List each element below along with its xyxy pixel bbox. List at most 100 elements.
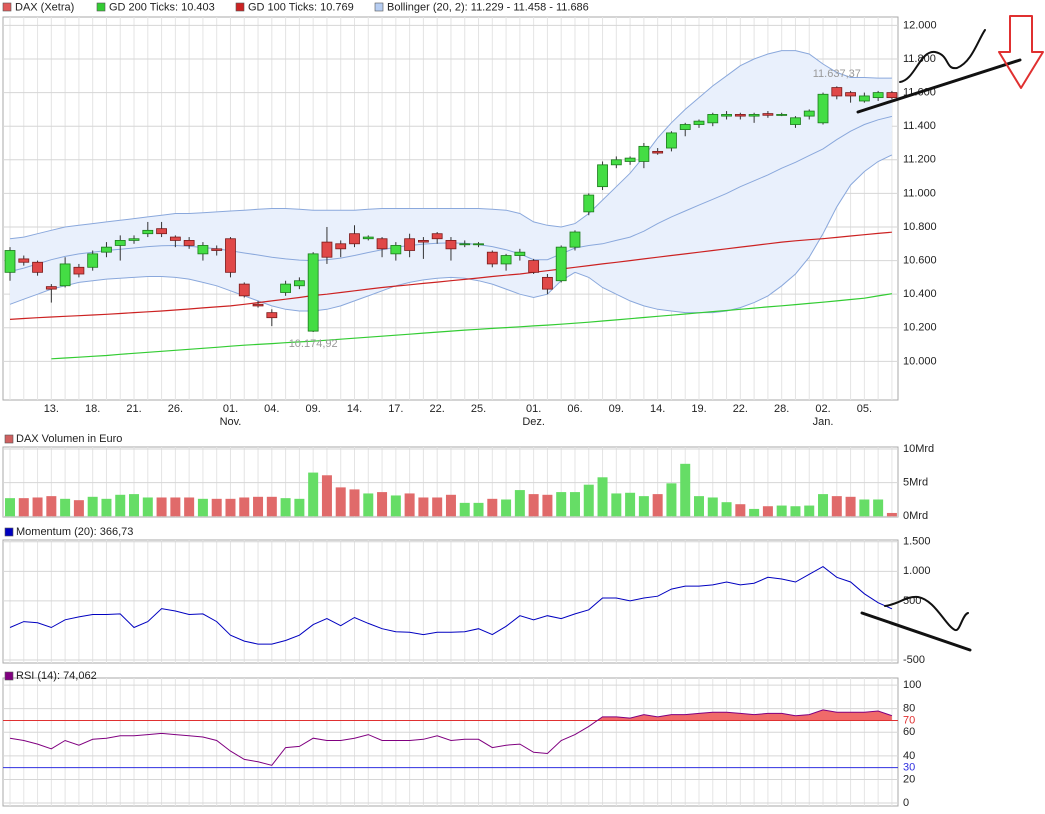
hand-drawings <box>856 15 1044 652</box>
volume-bar <box>390 495 401 517</box>
candle-body <box>390 245 402 255</box>
volume-bar <box>60 498 71 517</box>
panel-title: DAX Volumen in Euro <box>16 433 122 445</box>
candle-body <box>666 132 677 149</box>
volume-bar <box>473 502 484 517</box>
volume-bar <box>184 497 195 517</box>
x-tick-label: 14. <box>347 403 362 415</box>
volume-bar <box>225 498 236 517</box>
low-label: 10.174,92 <box>289 338 338 350</box>
volume-bar <box>170 497 181 517</box>
x-tick-label: 13. <box>44 403 59 415</box>
x-tick-label: 25. <box>471 403 486 415</box>
candle-body <box>886 92 898 99</box>
candle-body <box>583 194 595 213</box>
volume-bar <box>762 506 773 517</box>
volume-bar <box>211 498 222 517</box>
y-tick-label: 10.200 <box>903 322 937 334</box>
x-tick-label: 04. <box>264 403 279 415</box>
candle-body <box>335 243 347 250</box>
x-tick-label: 14. <box>650 403 665 415</box>
y-tick-label: 0 <box>903 797 909 809</box>
candle-body <box>73 266 85 275</box>
moving-average <box>51 293 892 360</box>
volume-bar <box>845 496 856 517</box>
legend-label: GD 100 Ticks: 10.769 <box>248 1 354 13</box>
x-tick-label: 21. <box>126 403 141 415</box>
volume-bar <box>818 494 829 517</box>
y-tick-label: 10Mrd <box>903 443 934 455</box>
reference-label: 30 <box>903 762 915 774</box>
volume-bar <box>569 492 580 517</box>
x-tick-label: 09. <box>609 403 624 415</box>
candle-body <box>473 243 484 246</box>
legend-swatch <box>96 2 106 12</box>
candle-body <box>128 238 140 241</box>
volume-bar <box>542 494 553 517</box>
candle-body <box>321 241 333 258</box>
volume-bar <box>776 505 787 517</box>
hand-arrow <box>998 15 1044 89</box>
candle-body <box>431 233 443 240</box>
volume-bar <box>556 492 567 517</box>
candle-body <box>486 251 498 265</box>
candle-body <box>4 250 16 273</box>
candle-body <box>569 231 581 248</box>
candle-body <box>831 87 843 97</box>
panel-title: RSI (14): 74,062 <box>16 670 97 682</box>
y-tick-label: 1.500 <box>903 536 931 548</box>
x-tick-label: 06. <box>567 403 582 415</box>
volume-bar <box>5 498 15 517</box>
y-tick-label: 11.800 <box>903 53 936 65</box>
volume-bar <box>87 496 98 517</box>
candle-body <box>307 253 319 332</box>
candle-body <box>500 255 512 265</box>
hand-scribble <box>884 595 969 632</box>
volume-bar <box>18 498 29 517</box>
volume-bar <box>597 477 608 517</box>
hand-scribble <box>899 29 986 83</box>
candle-body <box>87 253 99 268</box>
volume-bar <box>32 497 43 517</box>
x-month-label: Nov. <box>220 416 242 428</box>
volume-bar <box>611 493 622 517</box>
volume-bar <box>142 497 153 517</box>
indicator-line <box>9 566 893 645</box>
candle-body <box>845 92 856 97</box>
candle-body <box>734 114 746 117</box>
candle-body <box>693 120 705 125</box>
candle-body <box>197 245 209 255</box>
candle-body <box>542 276 553 290</box>
candle-body <box>18 258 30 263</box>
bollinger-upper <box>9 50 892 240</box>
candle-body <box>142 229 154 235</box>
legend-label: Bollinger (20, 2): 11.229 - 11.458 - 11.… <box>387 1 589 13</box>
candle-body <box>776 114 788 116</box>
candle-body <box>252 303 264 307</box>
candle-body <box>528 260 540 273</box>
candle-body <box>638 145 650 162</box>
volume-bar <box>459 502 470 517</box>
y-tick-label: 11.000 <box>903 187 936 199</box>
hand-line <box>856 58 1022 114</box>
candle-body <box>597 164 608 188</box>
legend-label: GD 200 Ticks: 10.403 <box>109 1 215 13</box>
x-tick-label: 02. <box>815 403 830 415</box>
y-tick-label: 5Mrd <box>903 477 928 489</box>
y-tick-label: 0Mrd <box>903 510 928 522</box>
volume-bar <box>666 483 677 517</box>
moving-average <box>9 231 892 320</box>
y-tick-label: 20 <box>903 773 915 785</box>
candle-body <box>555 246 567 282</box>
candle-body <box>211 248 223 251</box>
volume-bar <box>253 496 264 517</box>
candle-body <box>169 236 181 241</box>
volume-bar <box>721 502 732 517</box>
candle-body <box>445 240 457 250</box>
volume-bar <box>197 498 208 517</box>
volume-bar <box>790 506 801 517</box>
volume-bar <box>501 499 512 517</box>
volume-bar <box>487 498 498 517</box>
candle-body <box>238 283 250 297</box>
